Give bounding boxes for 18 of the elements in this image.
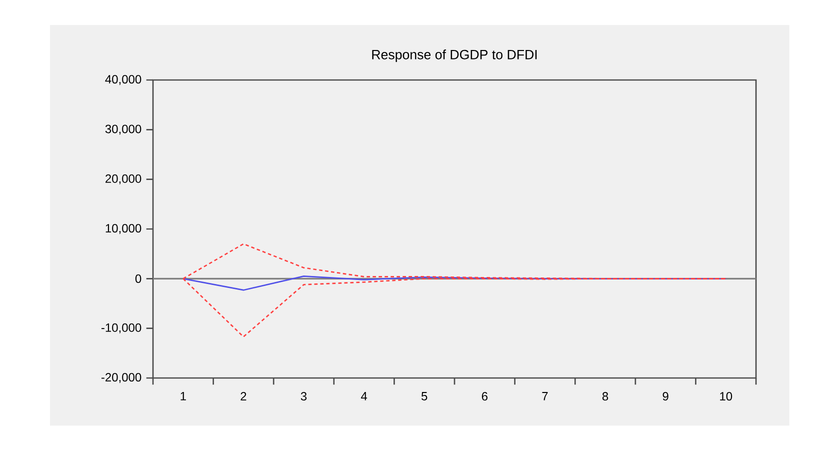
x-tick-label: 3	[300, 392, 307, 401]
x-tick-label: 10	[720, 392, 732, 401]
x-tick-label: 4	[360, 392, 368, 400]
x-tick-label: 9	[662, 392, 668, 401]
y-tick-label: 20,000	[106, 174, 142, 184]
x-tick-label: 2	[240, 392, 246, 400]
y-tick-label: -20,000	[101, 373, 142, 383]
y-tick-label: 30,000	[105, 124, 142, 135]
x-tick-label: 1	[180, 392, 186, 400]
x-tick-label: 7	[542, 392, 548, 400]
y-tick-label: 0	[135, 274, 142, 283]
x-tick-label: 6	[482, 392, 488, 401]
x-tick-label: 5	[422, 392, 428, 400]
y-tick-label: -10,000	[101, 323, 142, 334]
y-tick-label: 40,000	[105, 75, 142, 85]
chart-title: Response of DGDP to DFDI	[372, 50, 537, 62]
y-tick-label: 10,000	[106, 224, 142, 234]
x-tick-label: 8	[602, 392, 608, 401]
